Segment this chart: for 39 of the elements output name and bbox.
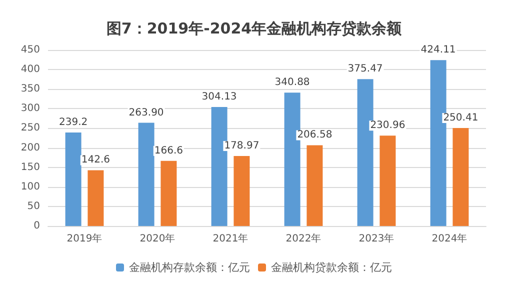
x-tick-label: 2020年 bbox=[140, 232, 176, 244]
y-tick-label: 50 bbox=[27, 200, 40, 212]
bar bbox=[65, 132, 82, 226]
chart-title: 图7：2019年-2024年金融机构存贷款余额 bbox=[106, 20, 403, 38]
data-label: 142.6 bbox=[81, 154, 110, 166]
data-label: 166.6 bbox=[154, 145, 184, 156]
data-label: 340.88 bbox=[274, 77, 310, 88]
data-label: 239.2 bbox=[58, 116, 88, 128]
data-label: 178.97 bbox=[224, 140, 260, 152]
bar bbox=[138, 122, 154, 226]
y-tick-label: 300 bbox=[20, 103, 40, 114]
y-tick-label: 100 bbox=[20, 181, 40, 192]
y-tick-label: 200 bbox=[20, 142, 40, 154]
x-tick-label: 2022年 bbox=[286, 232, 322, 244]
data-label: 206.58 bbox=[297, 130, 332, 141]
data-label: 230.96 bbox=[370, 120, 406, 132]
x-tick-label: 2019年 bbox=[66, 232, 102, 244]
data-label: 250.41 bbox=[443, 112, 478, 124]
x-tick-label: 2024年 bbox=[432, 232, 468, 244]
data-label: 375.47 bbox=[348, 64, 383, 75]
bar bbox=[306, 145, 323, 226]
y-tick-label: 0 bbox=[34, 220, 40, 232]
data-label: 424.11 bbox=[420, 44, 456, 56]
legend-label: 金融机构存款余额：亿元 bbox=[129, 261, 250, 274]
bar bbox=[160, 160, 177, 226]
data-label: 304.13 bbox=[202, 92, 237, 103]
bar bbox=[452, 128, 469, 226]
y-tick-label: 250 bbox=[20, 122, 40, 134]
legend-label: 金融机构贷款余额：亿元 bbox=[271, 261, 392, 274]
y-tick-label: 400 bbox=[20, 64, 40, 76]
bar bbox=[380, 136, 396, 226]
data-label: 263.90 bbox=[128, 107, 164, 118]
x-tick-label: 2021年 bbox=[212, 232, 248, 244]
y-tick-label: 350 bbox=[20, 84, 40, 95]
bar bbox=[88, 170, 104, 226]
y-tick-label: 150 bbox=[20, 162, 40, 173]
bar bbox=[234, 156, 250, 226]
y-tick-label: 450 bbox=[20, 44, 40, 56]
x-tick-label: 2023年 bbox=[358, 232, 394, 244]
